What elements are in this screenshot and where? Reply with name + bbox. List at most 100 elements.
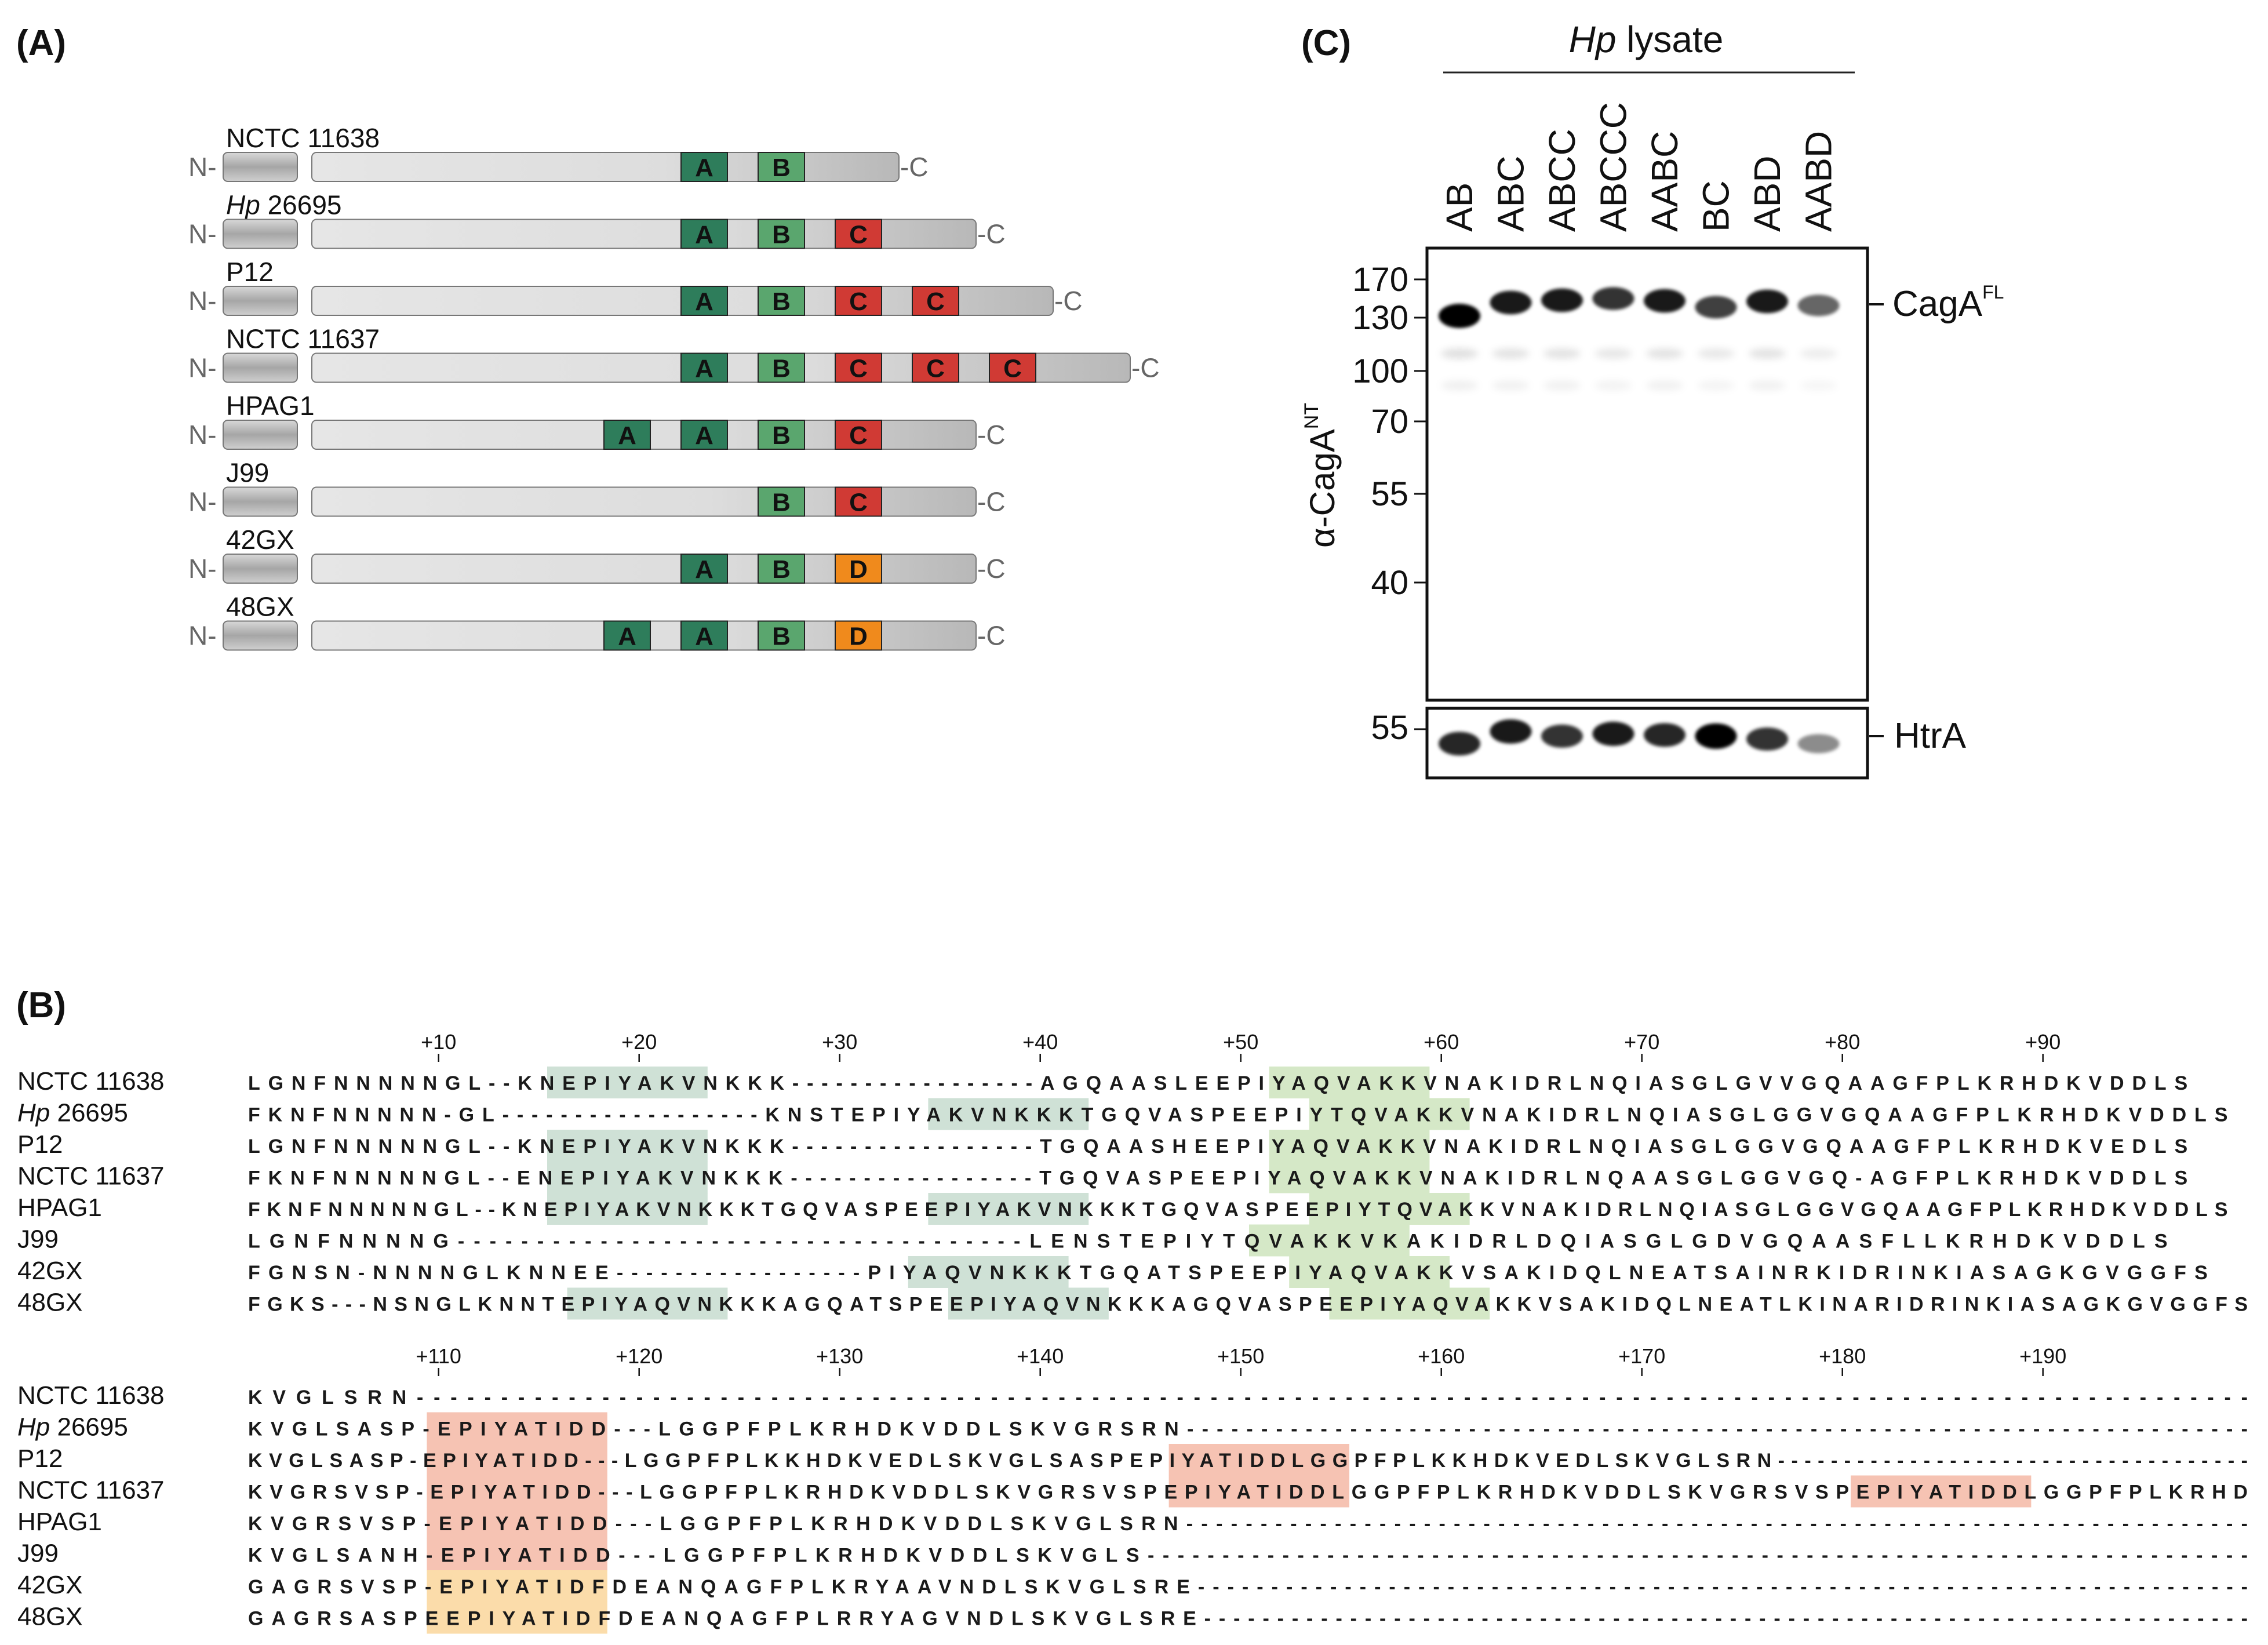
motif-label: B [772, 221, 791, 249]
motif-label: C [849, 221, 868, 249]
motif-highlight-b [1309, 1098, 1470, 1130]
alignment-block-2: +110 +120 +130 +140 +150 +160 +170 +180 +190 NCTC… [17, 1344, 2248, 1634]
c-terminus-label: -C [977, 420, 1006, 450]
construct-name-text: J99 [226, 458, 269, 488]
sequence-name: NCTC 11638 [17, 1067, 165, 1096]
construct-name-text: NCTC 11637 [226, 324, 380, 354]
construct-name: P12 [226, 257, 274, 287]
epiya-motif-b [758, 219, 805, 249]
sequence-name: Hp 26695 [17, 1413, 128, 1442]
ruler-label: +50 [1223, 1030, 1258, 1054]
motif-label: A [618, 623, 636, 651]
cagA-band [1490, 290, 1532, 315]
construct-name: 42GX [226, 525, 294, 555]
sequence-name-text: HPAG1 [17, 1193, 102, 1222]
sequence-name-text: NCTC 11638 [17, 1381, 165, 1410]
c-terminus-label: -C [900, 152, 929, 182]
epiya-motif-c [835, 420, 882, 450]
htrA-band [1695, 723, 1737, 749]
sequence-name-text: 42GX [17, 1257, 83, 1285]
motif-label: C [1003, 355, 1022, 383]
sequence-name: 42GX [17, 1257, 83, 1285]
aligned-sequence: KVGLSASP-EPIYATIDD---LGGPFPLKRHDKVDDLSKV… [248, 1418, 2248, 1440]
protein-body-bar [311, 486, 977, 517]
construct-name-text: HPAG1 [226, 391, 315, 421]
degradation-band [1594, 348, 1632, 359]
aligned-sequence: FKNFNNNNN-GL------------------KNSTEPIYAK… [248, 1104, 2227, 1126]
c-terminus-label: -C [977, 487, 1006, 517]
ruler-label: +120 [616, 1344, 662, 1368]
mw-marker-label: 70 [1371, 403, 1408, 441]
motif-highlight-a [547, 1193, 708, 1225]
cagA-band [1746, 289, 1788, 314]
epiya-motif-b [758, 352, 805, 383]
epiya-motif-a [680, 352, 728, 383]
construct-name-text: NCTC 11638 [226, 123, 380, 153]
cagA-band [1644, 289, 1685, 313]
construct-row: 48GX N- -C A A B D [188, 592, 1006, 651]
lane-label: AABD [1798, 131, 1840, 232]
construct-row: J99 N- -C B C [188, 458, 1006, 517]
epiya-motif-b [758, 152, 805, 182]
motif-label: A [618, 421, 636, 450]
motif-highlight-a [567, 1287, 728, 1320]
motif-label: B [772, 421, 791, 450]
ruler-label: +130 [816, 1344, 863, 1368]
aligned-sequence: FKNFNNNNNGL--ENEPIYAKVNKKK--------------… [248, 1167, 2187, 1189]
degradation-band [1492, 348, 1530, 359]
construct-name-text: 42GX [226, 525, 294, 555]
ruler-label: +30 [822, 1030, 857, 1054]
lane-label: ABCC [1541, 129, 1583, 232]
panel-b-sequence-alignment: +10 +20 +30 +40 +50 +60 +70 +80 +90 NCTC 11638 LGN… [17, 1030, 2248, 1634]
alignment-block-1: +10 +20 +30 +40 +50 +60 +70 +80 +90 NCTC 11638 LGN… [17, 1030, 2248, 1320]
motif-label: B [772, 287, 791, 316]
aligned-sequence: FKNFNNNNNGL--KNEPIYAKVNKKKTGQVASPEEPIYAK… [248, 1199, 2227, 1221]
lane-label: ABC [1490, 155, 1532, 232]
sequence-name-text: P12 [17, 1130, 63, 1159]
sequence-name-text: J99 [17, 1540, 59, 1568]
construct-name-text: P12 [226, 257, 274, 287]
sequence-name-text: 48GX [17, 1289, 83, 1317]
cagA-band [1541, 288, 1583, 312]
sequence-name: HPAG1 [17, 1193, 102, 1222]
motif-label: B [772, 555, 791, 584]
degradation-band [1646, 380, 1683, 391]
sequence-name-text: HPAG1 [17, 1508, 102, 1536]
motif-label: C [849, 489, 868, 517]
motif-highlight-c [427, 1444, 607, 1476]
degradation-band [1543, 380, 1581, 391]
htrA-blot-frame [1425, 707, 1869, 780]
degradation-band [1749, 380, 1786, 391]
construct-name: NCTC 11637 [226, 324, 380, 354]
motif-highlight-a [547, 1067, 708, 1098]
n-terminus-label: N- [188, 621, 217, 651]
motif-label: C [849, 421, 868, 450]
epiya-motif-c [835, 352, 882, 383]
motif-highlight-a [547, 1130, 708, 1162]
motif-highlight-a [547, 1161, 708, 1193]
protein-body-bar [311, 219, 977, 249]
motif-label: B [772, 623, 791, 651]
mw-marker-label: 100 [1352, 352, 1408, 390]
c-terminus-label: -C [1131, 353, 1160, 383]
cagA-band-label: CagAFL [1892, 282, 2004, 324]
sequence-name-text: 48GX [17, 1603, 83, 1631]
construct-row: Hp 26695 N- -C A B C [188, 190, 1006, 249]
construct-row: NCTC 11638 N- -C A B [188, 123, 929, 182]
ruler-label: +20 [621, 1030, 657, 1054]
epiya-motif-c [912, 286, 959, 316]
motif-highlight-a [908, 1256, 1069, 1288]
sequence-name-text: NCTC 11637 [17, 1476, 165, 1505]
ruler-label: +170 [1618, 1344, 1665, 1368]
construct-row: P12 N- -C A B C C [188, 257, 1083, 316]
degradation-band [1543, 348, 1581, 359]
sequence-name-text: NCTC 11637 [17, 1162, 165, 1191]
n-terminal-fragment [223, 352, 298, 383]
sequence-name: 42GX [17, 1571, 83, 1599]
construct-row: 42GX N- -C A B D [188, 525, 1006, 584]
motif-highlight-c [427, 1538, 607, 1571]
construct-row: NCTC 11637 N- -C A B C C C [188, 324, 1160, 383]
htrA-band [1541, 725, 1583, 748]
sequence-name: P12 [17, 1444, 63, 1473]
epiya-motif-a [680, 420, 728, 450]
